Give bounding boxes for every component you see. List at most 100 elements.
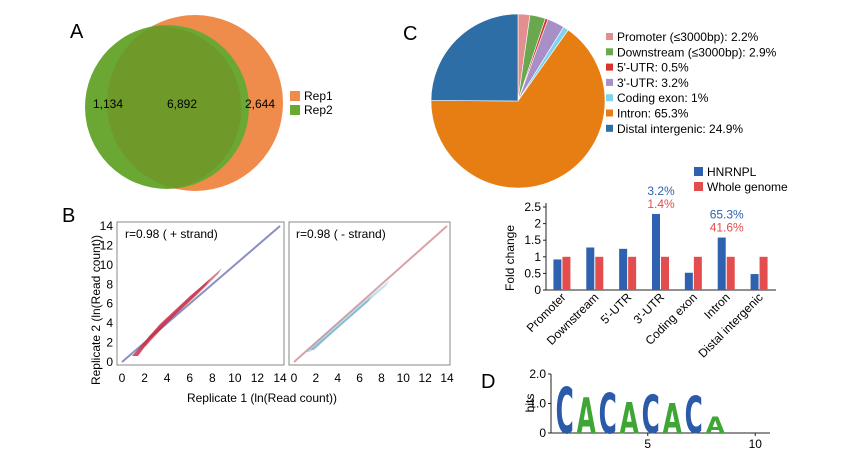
scatter-y-tick: 14 — [100, 219, 114, 233]
scatter-y-tick: 0 — [106, 355, 113, 369]
venn-overlap-region — [107, 26, 242, 189]
logo-x-tick-label: 5 — [644, 437, 651, 451]
legend-label-rep2: Rep2 — [304, 103, 333, 117]
logo-letter: C — [599, 383, 617, 447]
bar-y-tick-label: 1.5 — [524, 233, 541, 247]
logo-y-axis-label: bits — [523, 394, 537, 413]
scatter-y-axis-label: Replicate 2 (ln(Read count)) — [89, 235, 103, 385]
scatter-minus-diagonal — [293, 225, 448, 363]
scatter-y-tick: 2 — [106, 336, 113, 350]
pie-legend-swatch — [606, 33, 613, 40]
venn-right-count: 2,644 — [245, 97, 275, 111]
venn-left-count: 1,134 — [93, 97, 123, 111]
scatter-y-tick: 12 — [100, 238, 114, 252]
scatter-x-tick: 4 — [164, 371, 171, 385]
panel-letter-d: D — [481, 371, 495, 393]
pie-legend-label: Coding exon: 1% — [617, 91, 709, 105]
bar-y-axis-label: Fold change — [503, 225, 517, 291]
scatter-y-tick: 4 — [106, 316, 113, 330]
bar-annotation-top: 3.2% — [647, 184, 675, 198]
bar-y-tick-label: 0.5 — [524, 266, 541, 280]
pie-legend-swatch — [606, 109, 613, 117]
pie-legend-label: Distal intergenic: 24.9% — [617, 122, 743, 136]
scatter-y-ticks: 0 2 4 6 8 10 12 14 — [100, 219, 114, 369]
scatter-x-tick: 10 — [397, 371, 411, 385]
pie-legend-label: 5'-UTR: 0.5% — [617, 61, 689, 75]
bar-whole-genome — [628, 256, 637, 290]
logo-letter: C — [556, 376, 574, 448]
scatter-x-tick: 0 — [119, 371, 126, 385]
bar-annotation-bottom: 1.4% — [647, 197, 675, 211]
pie-chart — [430, 13, 606, 189]
logo-x-tick-label: 10 — [749, 437, 763, 451]
pie-legend-swatch — [606, 94, 613, 102]
legend-swatch-rep2 — [290, 105, 300, 115]
scatter-x-tick: 4 — [334, 371, 341, 385]
scatter-x-tick: 8 — [209, 371, 216, 385]
scatter-x-axis-label: Replicate 1 (ln(Read count)) — [187, 391, 337, 405]
scatter-y-tick: 8 — [106, 277, 113, 291]
scatter-y-tick: 6 — [106, 297, 113, 311]
bar-legend-swatch — [694, 167, 703, 176]
legend-label-rep1: Rep1 — [304, 89, 333, 103]
bar-annotations: 1.4%3.2% 41.6%65.3% — [647, 184, 744, 235]
scatter-x-tick: 0 — [291, 371, 298, 385]
bar-hnrnpl — [684, 272, 693, 290]
scatter-x-tick: 12 — [251, 371, 265, 385]
logo-letter: A — [577, 389, 596, 446]
pie-legend-swatch — [606, 63, 613, 71]
logo-letter: A — [663, 396, 682, 443]
logo-letter: A — [706, 412, 726, 439]
bar-y-tick-label: 2 — [534, 217, 541, 231]
bar-marks — [553, 213, 768, 290]
scatter-x-tick: 2 — [141, 371, 148, 385]
pie-legend-swatch — [606, 48, 613, 56]
pie-legend-label: Promoter (≤3000bp): 2.2% — [617, 30, 759, 44]
panel-letter-b: B — [62, 205, 75, 227]
scatter-y-tick: 10 — [100, 258, 114, 272]
bar-whole-genome — [693, 256, 702, 290]
pie-legend-label: Intron: 65.3% — [617, 107, 689, 121]
venn-overlap-count: 6,892 — [167, 97, 197, 111]
bar-whole-genome — [595, 256, 604, 290]
bar-y-tick-label: 0 — [534, 283, 541, 297]
logo-letter: C — [642, 384, 660, 445]
bar-hnrnpl — [553, 259, 562, 290]
sequence-logo: 01.02.05 10C A C A C A C A — [529, 367, 770, 451]
bar-y-tick-label: 1 — [534, 250, 541, 264]
scatter-x-tick: 10 — [228, 371, 242, 385]
logo-letter: A — [620, 395, 639, 444]
bar-hnrnpl — [652, 213, 660, 290]
scatter-x-tick: 8 — [378, 371, 385, 385]
bar-y-tick-label: 2.5 — [524, 200, 541, 214]
pie-legend-swatch — [606, 124, 613, 132]
scatter-minus-point-cloud — [305, 280, 390, 352]
bar-legend-label: Whole genome — [707, 180, 788, 194]
scatter-minus-annotation: r=0.98 ( - strand) — [296, 227, 386, 241]
bar-whole-genome — [562, 256, 571, 290]
panel-letter-a: A — [70, 21, 84, 43]
bar-hnrnpl — [717, 237, 726, 290]
pie-legend-label: Downstream (≤3000bp): 2.9% — [617, 45, 777, 59]
scatter-x-tick: 12 — [418, 371, 432, 385]
bar-whole-genome — [661, 256, 669, 290]
logo-y-tick-label: 1.0 — [529, 397, 546, 411]
scatter-x-tick: 6 — [356, 371, 363, 385]
bar-x-tick-label: 5'-UTR — [598, 290, 635, 327]
venn-diagram: 1,134 6,892 2,644 — [85, 15, 283, 191]
pie-legend-label: 3'-UTR: 3.2% — [617, 76, 689, 90]
bar-whole-genome — [726, 256, 735, 290]
panel-letter-c: C — [403, 23, 417, 45]
logo-letter: C — [685, 387, 703, 445]
scatter-plot-minus: r=0.98 ( - strand) — [288, 221, 451, 366]
scatter-x-tick: 14 — [440, 371, 454, 385]
venn-legend: Rep1 Rep2 — [290, 89, 333, 117]
bar-legend-label: HNRNPL — [707, 165, 757, 179]
logo-y-tick-label: 2.0 — [529, 367, 546, 381]
scatter-plot-minus-frame — [288, 221, 451, 366]
pie-slice — [430, 29, 606, 189]
